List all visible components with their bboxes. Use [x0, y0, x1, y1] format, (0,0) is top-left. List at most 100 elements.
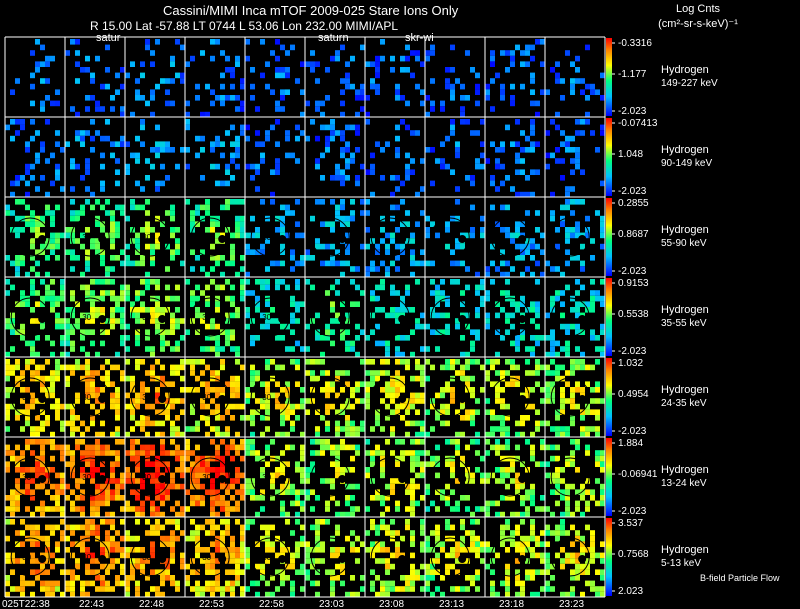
- colorbar-min-label: -2.023: [618, 266, 647, 277]
- heatmap-cell: [170, 210, 175, 216]
- heatmap-cell: [190, 249, 195, 255]
- heatmap-cell: [370, 191, 375, 198]
- heatmap-cell: [350, 301, 355, 307]
- heatmap-cell: [310, 580, 315, 587]
- heatmap-cell: [170, 215, 175, 222]
- heatmap-cell: [345, 483, 350, 490]
- heatmap-cell: [415, 439, 420, 445]
- heatmap-cell: [240, 279, 245, 285]
- heatmap-cell: [160, 444, 165, 451]
- heatmap-cell: [175, 431, 180, 438]
- heatmap-cell: [340, 199, 345, 205]
- heatmap-cell: [270, 575, 275, 581]
- heatmap-cell: [285, 415, 290, 421]
- heatmap-cell: [570, 403, 575, 410]
- heatmap-cell: [20, 455, 25, 462]
- heatmap-cell: [75, 323, 80, 330]
- heatmap-cell: [50, 180, 55, 187]
- heatmap-cell: [560, 409, 565, 415]
- heatmap-cell: [585, 426, 590, 432]
- heatmap-cell: [95, 535, 100, 542]
- heatmap-cell: [560, 478, 565, 484]
- heatmap-cell: [595, 290, 600, 296]
- heatmap-cell: [385, 495, 390, 501]
- heatmap-cell: [275, 106, 280, 112]
- heatmap-cell: [65, 232, 70, 239]
- heatmap-cell: [220, 271, 225, 278]
- heatmap-cell: [245, 450, 250, 456]
- heatmap-cell: [255, 307, 260, 313]
- heatmap-cell: [405, 163, 410, 170]
- heatmap-cell: [150, 552, 155, 559]
- heatmap-cell: [390, 478, 395, 484]
- heatmap-cell: [255, 186, 260, 192]
- heatmap-cell: [295, 500, 300, 507]
- heatmap-cell: [380, 472, 385, 479]
- heatmap-cell: [120, 535, 125, 542]
- heatmap-cell: [70, 346, 75, 352]
- heatmap-cell: [40, 375, 45, 382]
- heatmap-cell: [295, 552, 300, 559]
- heatmap-panel: [125, 519, 185, 598]
- heatmap-cell: [290, 552, 295, 559]
- heatmap-cell: [15, 415, 20, 421]
- heatmap-cell: [430, 575, 435, 581]
- heatmap-cell: [325, 243, 330, 250]
- heatmap-cell: [225, 403, 230, 410]
- heatmap-cell: [110, 461, 115, 467]
- heatmap-cell: [45, 506, 50, 512]
- heatmap-cell: [160, 78, 165, 84]
- heatmap-cell: [250, 483, 255, 490]
- heatmap-cell: [20, 329, 25, 335]
- heatmap-cell: [225, 500, 230, 507]
- heatmap-cell: [360, 163, 365, 170]
- heatmap-cell: [110, 519, 115, 525]
- heatmap-cell: [235, 346, 240, 352]
- heatmap-cell: [390, 409, 395, 415]
- heatmap-cell: [510, 301, 515, 307]
- heatmap-cell: [160, 450, 165, 456]
- heatmap-cell: [45, 580, 50, 587]
- heatmap-cell: [155, 530, 160, 536]
- heatmap-cell: [115, 575, 120, 581]
- heatmap-cell: [530, 351, 535, 358]
- heatmap-cell: [400, 221, 405, 227]
- heatmap-cell: [460, 403, 465, 410]
- heatmap-cell: [405, 524, 410, 531]
- heatmap-cell: [235, 519, 240, 525]
- heatmap-cell: [275, 158, 280, 164]
- heatmap-cell: [265, 558, 270, 564]
- heatmap-cell: [490, 586, 495, 592]
- heatmap-cell: [360, 106, 365, 112]
- heatmap-cell: [370, 329, 375, 335]
- heatmap-cell: [565, 249, 570, 255]
- heatmap-cell: [110, 478, 115, 484]
- heatmap-cell: [495, 450, 500, 456]
- heatmap-cell: [115, 495, 120, 501]
- heatmap-cell: [120, 210, 125, 216]
- heatmap-cell: [170, 346, 175, 352]
- species-label: Hydrogen: [661, 224, 709, 236]
- heatmap-panel: [185, 519, 245, 598]
- heatmap-cell: [395, 147, 400, 153]
- heatmap-cell: [555, 147, 560, 153]
- heatmap-cell: [90, 530, 95, 536]
- heatmap-cell: [140, 279, 145, 285]
- heatmap-cell: [350, 199, 355, 205]
- heatmap-cell: [195, 569, 200, 575]
- heatmap-cell: [285, 89, 290, 95]
- heatmap-cell: [335, 524, 340, 531]
- heatmap-cell: [390, 232, 395, 239]
- heatmap-cell: [120, 563, 125, 570]
- heatmap-cell: [500, 204, 505, 211]
- heatmap-cell: [575, 158, 580, 164]
- heatmap-cell: [180, 467, 185, 473]
- heatmap-cell: [385, 387, 390, 393]
- heatmap-cell: [385, 415, 390, 421]
- heatmap-cell: [275, 163, 280, 170]
- heatmap-cell: [425, 215, 430, 222]
- heatmap-cell: [125, 500, 130, 507]
- heatmap-cell: [505, 483, 510, 490]
- heatmap-cell: [545, 586, 550, 592]
